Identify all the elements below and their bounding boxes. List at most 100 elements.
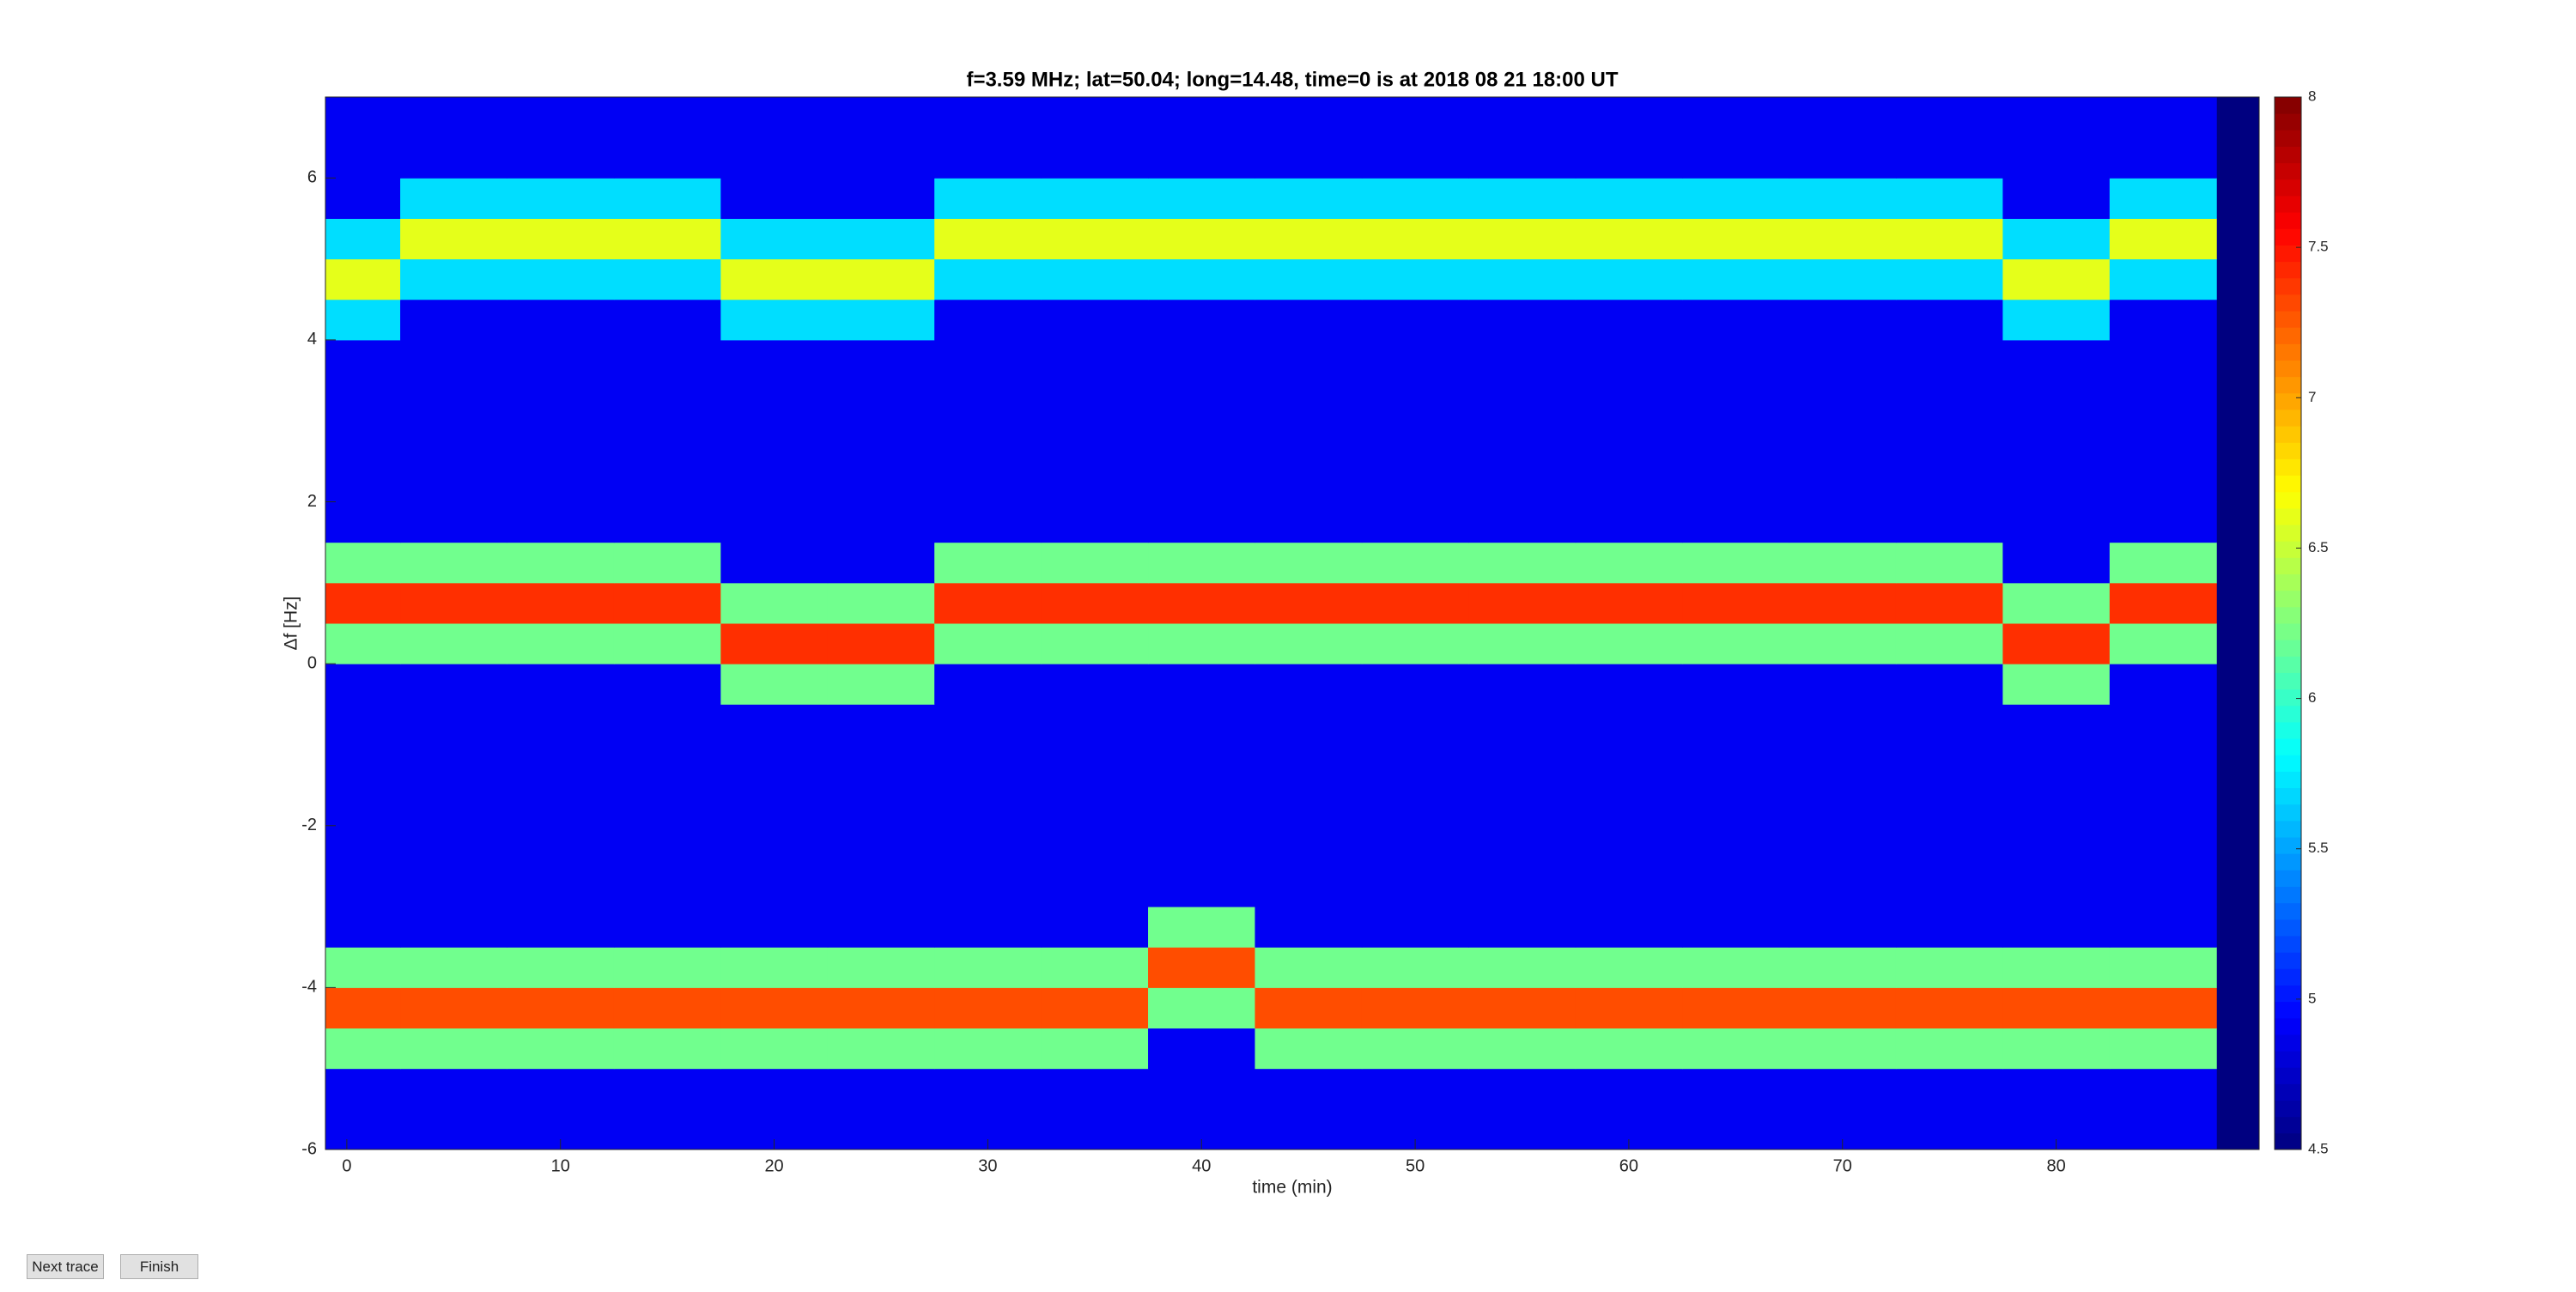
heatmap-cell xyxy=(1361,785,1469,827)
heatmap-cell xyxy=(1255,987,1363,1029)
heatmap-cell xyxy=(1041,1108,1149,1149)
heatmap-cell xyxy=(1041,785,1149,827)
heatmap-cell xyxy=(1682,987,1790,1029)
heatmap-cell xyxy=(720,97,829,138)
heatmap-cell xyxy=(1895,704,2003,745)
heatmap-cell xyxy=(934,299,1042,341)
heatmap-cell xyxy=(934,987,1042,1029)
colorbar-segment xyxy=(2275,458,2301,476)
heatmap-cell xyxy=(1789,704,1897,745)
heatmap-cell xyxy=(827,582,935,624)
heatmap-cell xyxy=(1255,339,1363,381)
heatmap-cell xyxy=(1041,704,1149,745)
colorbar-segment xyxy=(2275,491,2301,509)
heatmap-cell xyxy=(325,785,401,827)
heatmap-cell xyxy=(325,380,401,422)
heatmap-cell xyxy=(325,542,401,584)
heatmap-cell xyxy=(2109,380,2217,422)
heatmap-cell xyxy=(1041,907,1149,948)
heatmap-cell xyxy=(400,947,508,988)
heatmap-cell xyxy=(400,339,508,381)
heatmap-cell xyxy=(934,542,1042,584)
heatmap-cell xyxy=(1041,664,1149,705)
colorbar-segment xyxy=(2275,787,2301,805)
heatmap-cell xyxy=(507,461,615,503)
colorbar-segment xyxy=(2275,656,2301,673)
heatmap-cell xyxy=(1148,1028,1255,1070)
heatmap-cell xyxy=(1575,421,1683,462)
heatmap-cell xyxy=(507,947,615,988)
heatmap-cell xyxy=(325,947,401,988)
next-trace-button[interactable]: Next trace xyxy=(27,1254,104,1279)
heatmap-cell xyxy=(720,947,829,988)
heatmap-cell xyxy=(1255,542,1363,584)
heatmap-cell xyxy=(507,744,615,786)
heatmap-cell xyxy=(400,137,508,179)
heatmap-cell xyxy=(720,178,829,219)
colorbar-segment xyxy=(2275,113,2301,130)
heatmap-cell xyxy=(400,987,508,1029)
heatmap-cell xyxy=(1468,987,1577,1029)
heatmap-cell xyxy=(2109,1068,2217,1110)
heatmap-cell xyxy=(613,1068,721,1110)
heatmap-cell xyxy=(934,501,1042,543)
heatmap-cell xyxy=(827,218,935,260)
colorbar-segment xyxy=(2275,688,2301,707)
heatmap-cell xyxy=(1361,218,1469,260)
heatmap-cell xyxy=(2109,664,2217,705)
heatmap-cell xyxy=(934,785,1042,827)
heatmap-cell xyxy=(1361,623,1469,664)
heatmap-cell xyxy=(1255,380,1363,422)
heatmap-cell xyxy=(1148,907,1255,948)
heatmap-cell xyxy=(1468,258,1577,300)
heatmap-cell xyxy=(400,461,508,503)
heatmap-cell xyxy=(1895,1068,2003,1110)
heatmap-cell xyxy=(400,1028,508,1070)
colorbar-segment xyxy=(2275,327,2301,344)
heatmap-cell xyxy=(1148,987,1255,1029)
heatmap-cell xyxy=(1148,299,1255,341)
heatmap-cell xyxy=(1255,623,1363,664)
heatmap-cell xyxy=(1468,1028,1577,1070)
heatmap-cell xyxy=(1895,664,2003,705)
heatmap-cell xyxy=(1148,865,1255,907)
colorbar-segment xyxy=(2275,277,2301,295)
heatmap-cell xyxy=(400,380,508,422)
heatmap-cell xyxy=(1895,299,2003,341)
heatmap-cell xyxy=(1575,299,1683,341)
heatmap-cell xyxy=(325,825,401,867)
heatmap-cell xyxy=(1148,421,1255,462)
heatmap-cell xyxy=(1468,947,1577,988)
heatmap-cell xyxy=(1789,623,1897,664)
heatmap-cell xyxy=(1041,380,1149,422)
colorbar-tick-label: 6 xyxy=(2308,689,2316,706)
colorbar-segment xyxy=(2275,886,2301,904)
heatmap-cell xyxy=(1255,258,1363,300)
heatmap-cell xyxy=(507,1068,615,1110)
heatmap-cell xyxy=(507,987,615,1029)
colorbar-segment xyxy=(2275,130,2301,147)
heatmap-cell xyxy=(1361,704,1469,745)
heatmap-cell xyxy=(1041,137,1149,179)
heatmap-cell xyxy=(720,1028,829,1070)
heatmap-cell xyxy=(827,744,935,786)
heatmap-cell xyxy=(2002,947,2111,988)
heatmap-cell xyxy=(2109,987,2217,1029)
heatmap-cell xyxy=(2109,178,2217,219)
heatmap-cell xyxy=(1361,178,1469,219)
heatmap-cell xyxy=(1148,947,1255,988)
heatmap-cell xyxy=(1361,1028,1469,1070)
heatmap-cell xyxy=(1041,744,1149,786)
heatmap-cell xyxy=(2002,299,2111,341)
y-tick-label: 6 xyxy=(307,168,317,187)
heatmap-cell xyxy=(507,623,615,664)
heatmap-cell xyxy=(507,704,615,745)
heatmap-cell xyxy=(1148,825,1255,867)
heatmap-cell xyxy=(1789,582,1897,624)
heatmap-cell xyxy=(1895,258,2003,300)
heatmap-cell xyxy=(1041,1068,1149,1110)
heatmap-cell xyxy=(400,825,508,867)
heatmap-cell xyxy=(1575,825,1683,867)
heatmap-cell xyxy=(1468,744,1577,786)
finish-button[interactable]: Finish xyxy=(120,1254,198,1279)
